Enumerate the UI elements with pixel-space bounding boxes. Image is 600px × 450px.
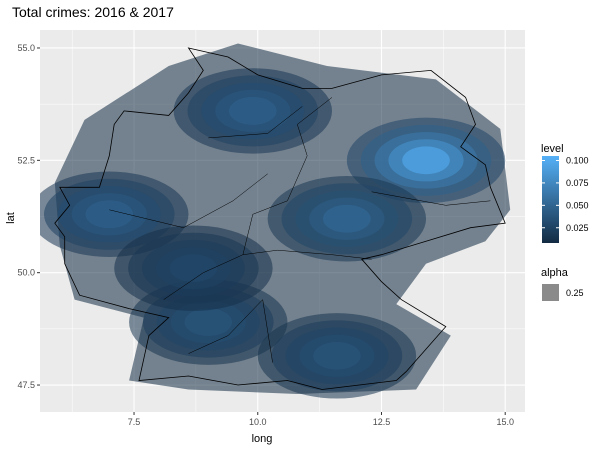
- density-contour-0-4: [402, 146, 450, 175]
- density-contour-4-4: [184, 308, 233, 337]
- x-axis: 7.5 10.0 12.5 15.0: [128, 412, 514, 427]
- state-border-0: [163, 249, 372, 300]
- legend-alpha-title: alpha: [541, 267, 569, 279]
- density-contour-2-4: [85, 200, 134, 229]
- x-tick-label: 12.5: [373, 417, 391, 427]
- x-tick-label: 10.0: [249, 417, 267, 427]
- chart-title: Total crimes: 2016 & 2017: [12, 4, 174, 20]
- x-tick-label: 15.0: [496, 417, 514, 427]
- state-border-4: [208, 106, 303, 139]
- density-contour-3-4: [229, 96, 277, 125]
- legend-colorbar: [542, 156, 559, 243]
- y-axis-title: lat: [5, 212, 17, 224]
- legend-alpha-label: 0.25: [566, 288, 584, 298]
- y-tick-label: 50.0: [17, 268, 35, 278]
- state-border-1: [242, 97, 333, 255]
- state-border-3: [371, 191, 491, 206]
- state-border-2: [109, 173, 268, 228]
- density-contour-6-4: [169, 254, 218, 283]
- country-borders: [54, 47, 506, 390]
- x-tick-label: 7.5: [128, 417, 141, 427]
- y-axis: 47.5 50.0 52.5 55.0: [17, 43, 40, 390]
- legend-level-label: 0.025: [566, 223, 589, 233]
- state-border-5: [188, 299, 273, 363]
- legend-level-label: 0.050: [566, 200, 589, 210]
- density-layers: [40, 43, 511, 399]
- legend-level-title: level: [541, 143, 564, 155]
- germany-border: [54, 47, 506, 390]
- density-contour-1-4: [323, 204, 371, 233]
- legend-alpha: alpha 0.25: [541, 267, 584, 301]
- legend-level: level 0.025 0.050 0.075 0.100: [541, 143, 589, 243]
- density-contour-5-4: [313, 341, 361, 370]
- y-tick-label: 47.5: [17, 380, 35, 390]
- y-tick-label: 55.0: [17, 43, 35, 53]
- legend-level-label: 0.100: [566, 155, 589, 165]
- y-tick-label: 52.5: [17, 155, 35, 165]
- legend-alpha-key: [542, 284, 559, 301]
- legend-level-label: 0.075: [566, 178, 589, 188]
- x-axis-title: long: [252, 433, 273, 445]
